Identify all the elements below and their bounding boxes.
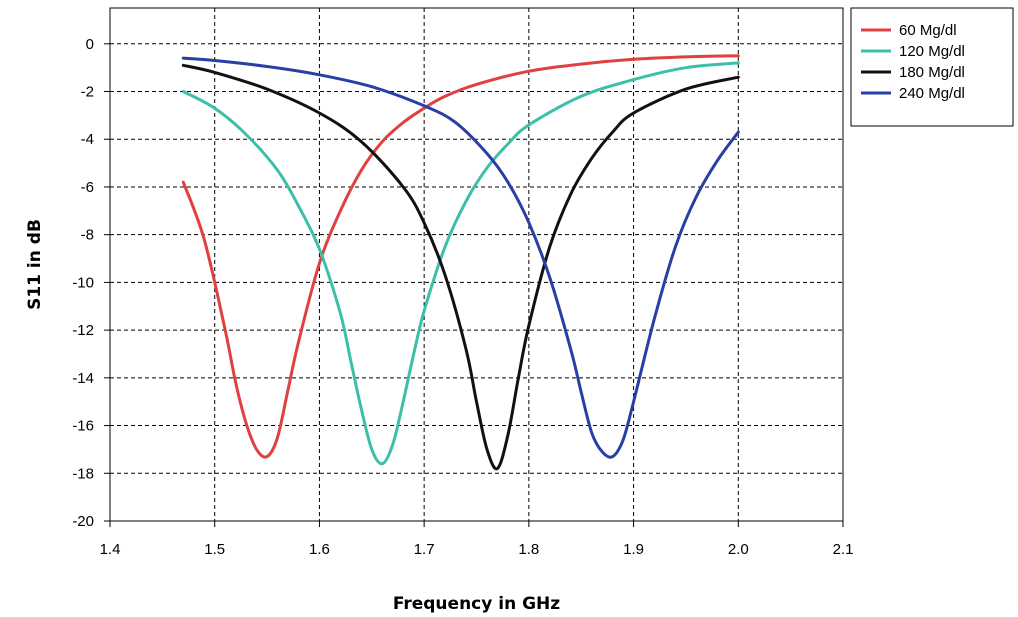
y-tick-label: -4 [81, 131, 94, 148]
x-tick-label: 1.7 [414, 541, 435, 558]
x-tick-label: 1.8 [518, 541, 539, 558]
y-tick-label: -8 [81, 227, 94, 244]
y-tick-label: -12 [72, 322, 94, 339]
series-lines [181, 54, 740, 471]
y-tick-label: -2 [81, 84, 94, 101]
y-tick-label: -16 [72, 418, 94, 435]
x-tick-label: 1.5 [204, 541, 225, 558]
x-tick-label: 1.9 [623, 541, 644, 558]
legend-label: 60 Mg/dl [899, 22, 957, 39]
y-tick-label: -10 [72, 274, 94, 291]
series-line-2 [181, 61, 740, 466]
y-tick-label: -6 [81, 179, 94, 196]
legend: 60 Mg/dl 120 Mg/dl 180 Mg/dl 240 Mg/dl [850, 7, 1014, 127]
grid-lines [110, 8, 843, 521]
legend-label: 180 Mg/dl [899, 64, 965, 81]
x-tick-label: 1.6 [309, 541, 330, 558]
y-axis-ticks: 0 -2 -4 -6 -8 -10 -12 -14 -16 -18 -20 [72, 36, 110, 530]
plot-area [109, 7, 844, 522]
x-tick-label: 2.1 [833, 541, 854, 558]
x-axis-title: Frequency in GHz [393, 594, 560, 614]
x-axis-ticks: 1.4 1.5 1.6 1.7 1.8 1.9 2.0 2.1 [100, 521, 854, 558]
x-tick-label: 2.0 [728, 541, 749, 558]
series-line-4 [181, 56, 740, 459]
series-line-3 [181, 63, 740, 471]
legend-label: 240 Mg/dl [899, 85, 965, 102]
x-tick-label: 1.4 [100, 541, 121, 558]
y-axis-title: S11 in dB [25, 219, 45, 310]
y-tick-label: -18 [72, 465, 94, 482]
y-tick-label: -14 [72, 370, 94, 387]
y-tick-label: 0 [86, 36, 94, 53]
y-tick-label: -20 [72, 513, 94, 530]
series-line-1 [181, 54, 740, 459]
legend-label: 120 Mg/dl [899, 43, 965, 60]
legend-box [850, 7, 1014, 127]
